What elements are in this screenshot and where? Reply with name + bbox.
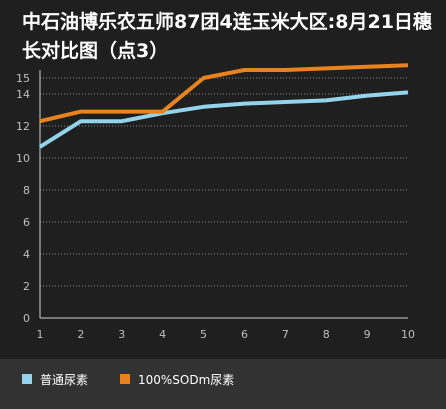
- x-tick-1: 1: [37, 328, 44, 341]
- x-tick-3: 3: [118, 328, 125, 341]
- legend-swatch-series-1: [22, 374, 32, 384]
- legend-item-series-1[interactable]: 普通尿素: [22, 371, 88, 387]
- y-tick-2: 2: [23, 280, 30, 293]
- legend-item-series-2[interactable]: 100%SODm尿素: [120, 371, 234, 387]
- series-line-2: [39, 63, 409, 124]
- legend: 普通尿素 100%SODm尿素: [0, 359, 446, 409]
- x-tick-5: 5: [200, 328, 207, 341]
- grid-lines: [40, 77, 408, 287]
- x-tick-8: 8: [323, 328, 330, 341]
- y-tick-12: 12: [16, 120, 30, 133]
- y-tick-6: 6: [23, 216, 30, 229]
- x-tick-10: 10: [401, 328, 415, 341]
- x-tick-4: 4: [159, 328, 166, 341]
- legend-label-series-1: 普通尿素: [40, 372, 89, 387]
- y-tick-10: 10: [16, 152, 30, 165]
- x-tick-labels: 1 2 3 4 5 6 7 8 9 10: [37, 328, 416, 341]
- y-tick-4: 4: [23, 248, 30, 261]
- x-tick-2: 2: [77, 328, 84, 341]
- x-tick-7: 7: [282, 328, 289, 341]
- series-lines: [38, 63, 409, 149]
- y-tick-labels: 0 2 4 6 8 10 12 14 15: [16, 72, 30, 325]
- series-line-1: [38, 90, 409, 149]
- x-tick-6: 6: [241, 328, 248, 341]
- x-tick-9: 9: [364, 328, 371, 341]
- y-tick-8: 8: [23, 184, 30, 197]
- chart-title: 中石油博乐农五师87团4连玉米大区:8月21日穗长对比图（点3）: [22, 11, 432, 62]
- y-tick-14: 14: [16, 88, 30, 101]
- y-tick-15: 15: [16, 72, 30, 85]
- axes: [39, 70, 408, 319]
- y-tick-0: 0: [23, 312, 30, 325]
- legend-label-series-2: 100%SODm尿素: [138, 372, 235, 387]
- legend-swatch-series-2: [120, 374, 130, 384]
